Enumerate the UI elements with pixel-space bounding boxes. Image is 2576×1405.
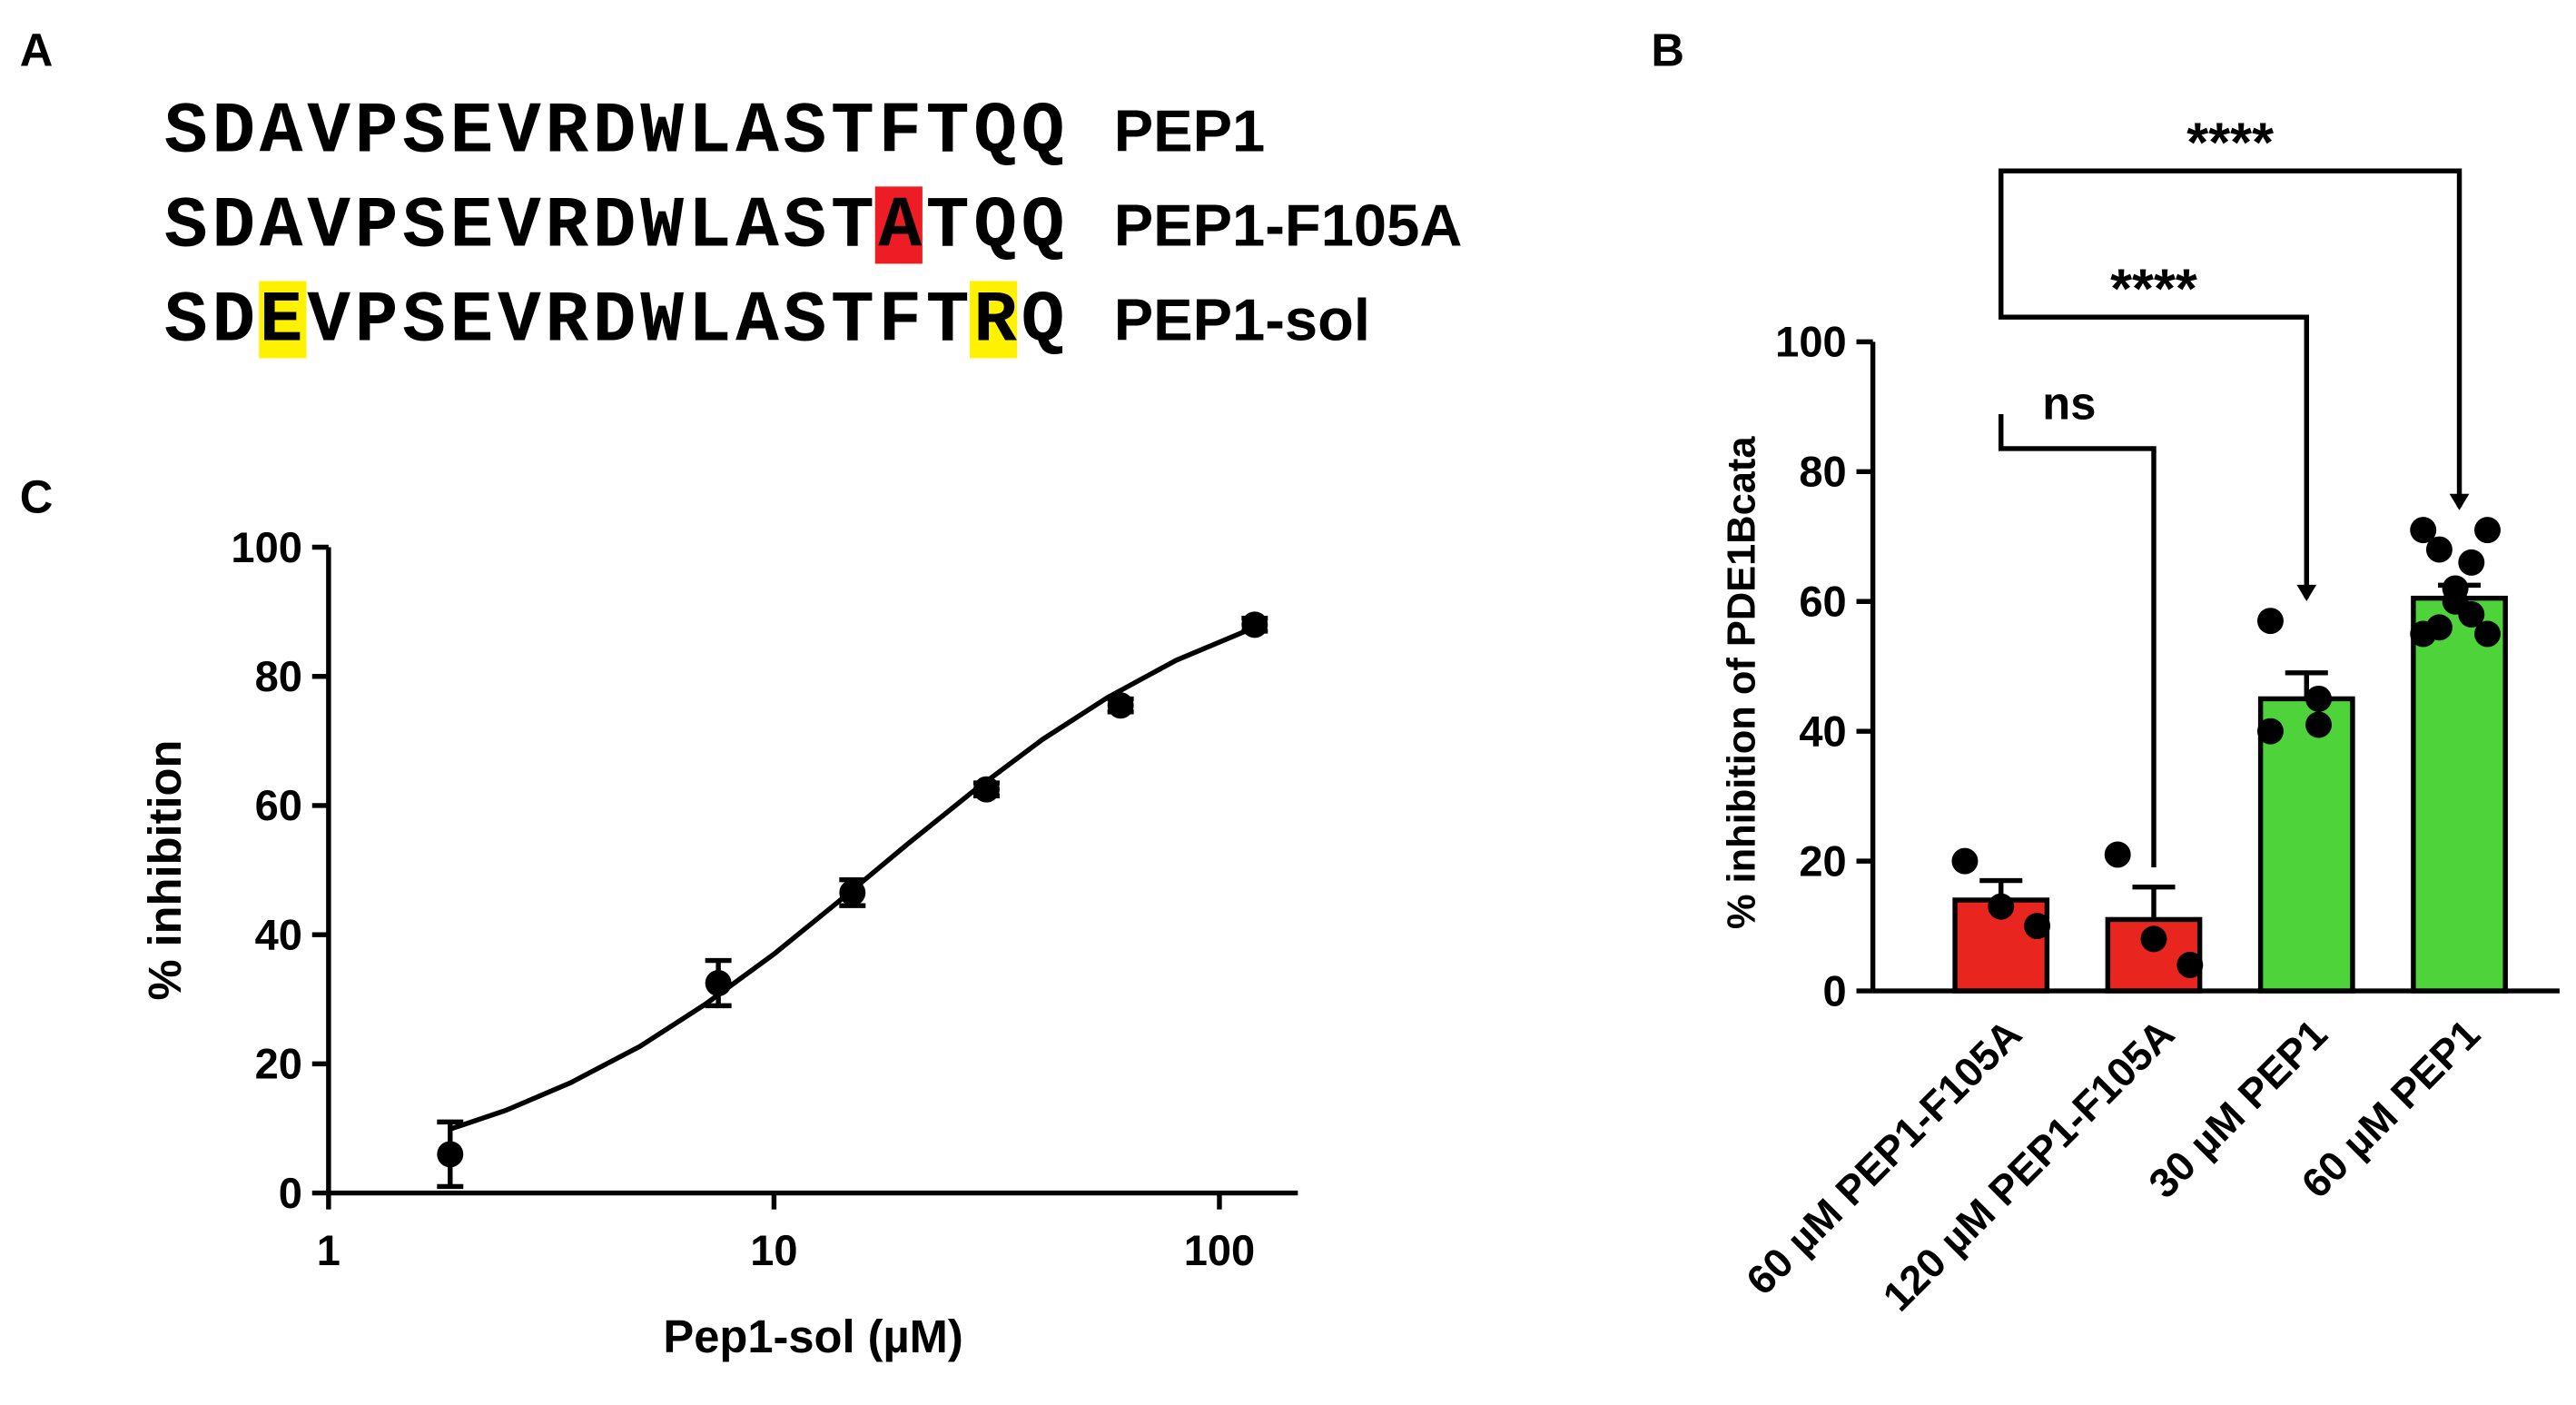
data-point: [1107, 692, 1134, 719]
x-tick-label: 120 µM PEP1-F105A: [1874, 1011, 2184, 1321]
data-point: [2024, 913, 2051, 940]
data-point: [2305, 685, 2333, 712]
data-point: [437, 1141, 464, 1168]
y-tick-label: 20: [1799, 836, 1846, 885]
y-tick-label: 40: [1799, 707, 1846, 755]
comparison-bracket: [1999, 168, 2462, 508]
data-point: [2458, 601, 2485, 628]
data-point: [1988, 893, 2015, 920]
significance-label: ****: [2186, 111, 2274, 173]
panel-label: C: [20, 471, 54, 523]
y-tick-label: 0: [279, 1169, 302, 1217]
y-tick-label: 100: [1775, 318, 1846, 366]
y-tick-label: 100: [231, 523, 301, 571]
data-point: [839, 879, 866, 906]
data-point: [2458, 549, 2485, 576]
panel-label: A: [20, 24, 54, 75]
panel-label: B: [1651, 24, 1684, 75]
y-tick-label: 80: [255, 652, 302, 700]
y-tick-label: 80: [1799, 448, 1846, 496]
highlight: [874, 186, 923, 264]
data-point: [705, 970, 732, 996]
x-axis-label: Pep1-sol (µM): [663, 1311, 962, 1362]
sequence: SDAVPSEVRDWLASTFTQQ: [164, 91, 1065, 173]
sequence-name: PEP1-sol: [1114, 287, 1370, 353]
data-point: [972, 776, 1000, 803]
data-point: [2176, 951, 2204, 978]
highlight: [259, 281, 307, 359]
significance-label: ns: [2042, 377, 2096, 429]
comparison-bracket: [1999, 413, 2157, 867]
significance-label: ****: [2110, 257, 2197, 320]
data-point: [1241, 611, 1268, 638]
x-tick-label: 60 µM PEP1-F105A: [1737, 1011, 2030, 1304]
y-tick-label: 60: [255, 781, 302, 829]
x-tick-label: 1: [317, 1226, 341, 1274]
arrow-head: [2296, 584, 2317, 601]
sequence-name: PEP1-F105A: [1114, 193, 1463, 259]
data-point: [2425, 536, 2453, 563]
data-point: [2140, 925, 2167, 953]
fit-curve: [449, 625, 1256, 1132]
y-tick-label: 0: [1822, 966, 1846, 1014]
sequence: SDEVPSEVRDWLASTFTRQ: [164, 281, 1065, 362]
data-point: [1951, 847, 1979, 875]
y-axis-label: % inhibition: [139, 740, 191, 1001]
y-tick-label: 20: [255, 1040, 302, 1088]
bar: [2411, 595, 2508, 994]
y-tick-label: 40: [255, 910, 302, 958]
comparison-bracket: [1999, 275, 2309, 599]
x-tick-label: 100: [1184, 1226, 1255, 1274]
y-axis-label: % inhibition of PDE1Bcata: [1720, 436, 1763, 929]
data-point: [2305, 711, 2333, 738]
error-bar: [2132, 884, 2176, 920]
data-point: [2410, 620, 2437, 648]
sequence-name: PEP1: [1114, 97, 1266, 163]
y-tick-label: 60: [1799, 578, 1846, 626]
arrow-head: [2449, 493, 2470, 510]
x-tick-label: 10: [750, 1226, 797, 1274]
sequence: SDAVPSEVRDWLASTATQQ: [164, 186, 1065, 268]
data-point: [2104, 841, 2131, 868]
data-point: [2474, 517, 2501, 544]
data-point: [2474, 620, 2501, 648]
data-point: [2256, 717, 2284, 745]
highlight: [970, 281, 1018, 359]
data-point: [2256, 608, 2284, 635]
data-point: [2410, 517, 2437, 544]
bar: [2257, 696, 2355, 994]
